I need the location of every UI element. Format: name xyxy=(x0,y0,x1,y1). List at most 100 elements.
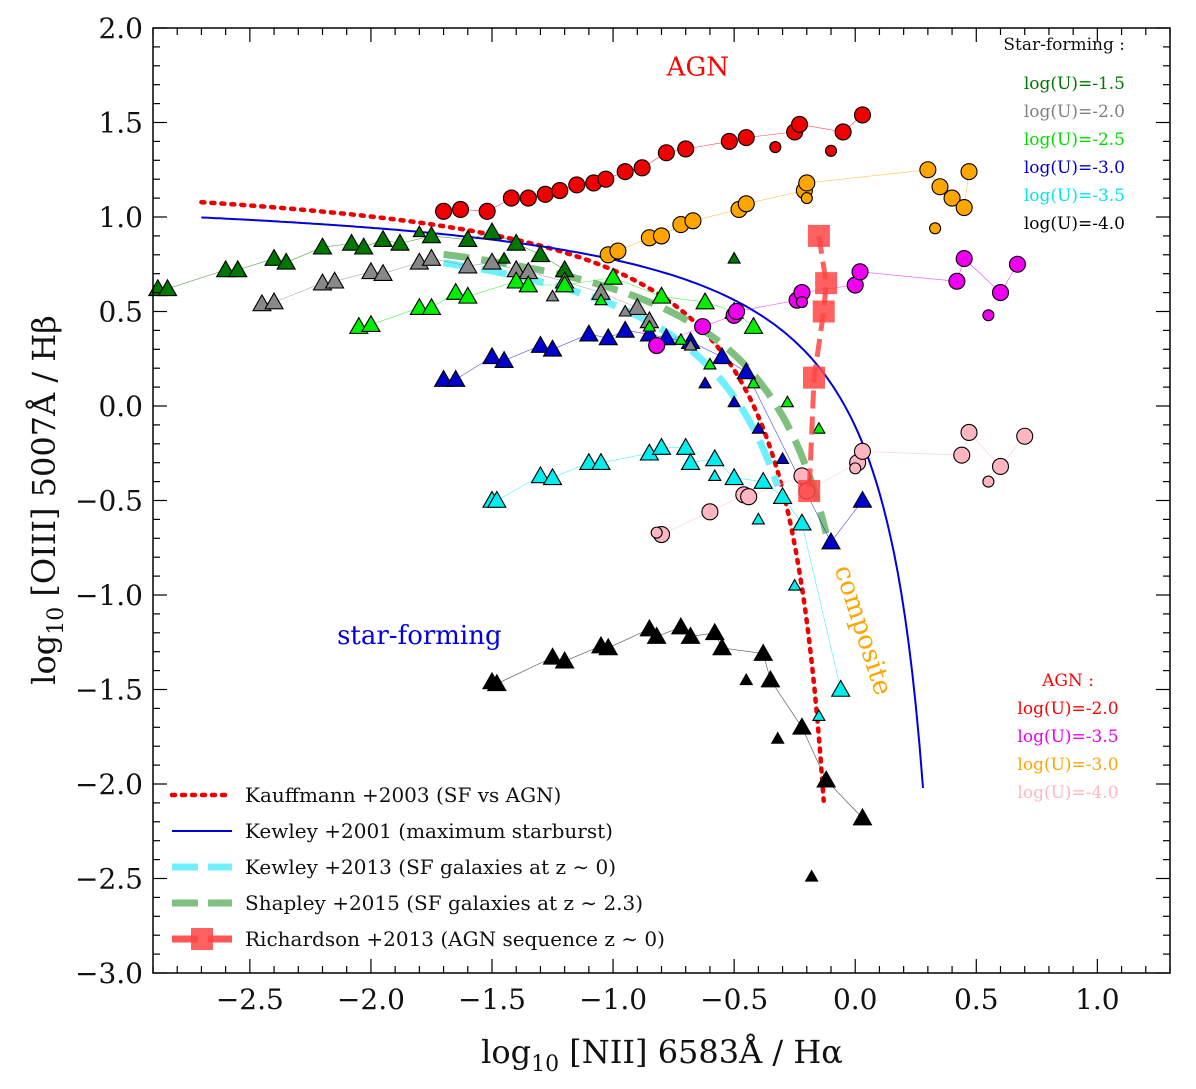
agn-point xyxy=(616,163,634,181)
sf-point xyxy=(698,376,713,389)
agn-point xyxy=(502,189,520,207)
richardson-sequence xyxy=(798,224,838,503)
agn-point xyxy=(1016,427,1034,445)
richardson-point xyxy=(807,224,830,247)
sf-point xyxy=(157,278,178,297)
agn-point xyxy=(650,526,663,539)
sf-point xyxy=(675,437,696,455)
sf-point xyxy=(373,263,393,282)
sf-point xyxy=(433,369,454,387)
sf-point xyxy=(530,244,551,263)
legend-swatch-square xyxy=(191,928,213,950)
y-tick-label: 2.0 xyxy=(98,12,143,45)
richardson-line xyxy=(806,235,829,492)
x-tick-label: 0.0 xyxy=(833,983,878,1016)
sf-point xyxy=(772,486,793,505)
sf-point xyxy=(324,271,345,289)
agn-point xyxy=(728,302,746,321)
agn-point xyxy=(769,141,782,154)
agn-point xyxy=(955,250,973,268)
agn-legend-title: AGN : xyxy=(1041,671,1094,691)
sf-point xyxy=(227,259,248,278)
legend-label: Richardson +2013 (AGN sequence z ∼ 0) xyxy=(245,927,665,951)
sf-point xyxy=(770,731,785,744)
agn-point xyxy=(435,202,453,220)
sf-point xyxy=(760,669,781,688)
curve-kewley-2001 xyxy=(201,216,924,788)
agn-point xyxy=(568,176,586,194)
sf-point xyxy=(787,578,802,591)
agn-point xyxy=(851,263,869,281)
sf-point xyxy=(554,651,575,669)
sf-point xyxy=(360,314,381,333)
sf-legend-entry: log(U)=-1.5 xyxy=(1024,74,1125,94)
legend-label: Shapley +2015 (SF galaxies at z ∼ 2.3) xyxy=(245,891,643,915)
sf-point xyxy=(421,225,442,244)
y-tick-label: −1.0 xyxy=(75,579,143,612)
sf-point xyxy=(775,451,790,464)
agn-point xyxy=(737,195,755,213)
agn-point xyxy=(652,227,671,245)
sf-point xyxy=(312,237,333,255)
agn-point xyxy=(960,423,978,442)
sf-point xyxy=(578,324,599,342)
agn-point xyxy=(931,178,949,196)
sf-point xyxy=(780,395,795,408)
richardson-point xyxy=(803,366,826,389)
agn-point xyxy=(853,106,872,124)
y-tick-label: −0.5 xyxy=(75,485,143,518)
x-tick-label: −1.5 xyxy=(458,983,526,1016)
sf-point xyxy=(542,339,563,357)
agn-point xyxy=(694,318,712,336)
sf-point xyxy=(816,770,837,788)
sf-point xyxy=(852,490,873,508)
annotation-star-forming: star-forming xyxy=(337,621,502,651)
sf-point xyxy=(811,708,826,722)
agn-point xyxy=(960,163,978,181)
sf-point xyxy=(409,297,430,316)
agn-point xyxy=(991,284,1010,302)
sf-point xyxy=(482,346,502,365)
sf-point xyxy=(751,512,766,525)
sf-point xyxy=(727,395,742,408)
sf-point xyxy=(673,332,688,345)
sf-point xyxy=(695,291,716,310)
curve-kewley-2013 xyxy=(443,259,782,488)
sf-point xyxy=(594,293,608,306)
agn-point xyxy=(955,199,973,217)
legend-label: Kewley +2001 (maximum starburst) xyxy=(245,819,613,843)
sf-point xyxy=(497,251,512,264)
sf-point xyxy=(373,229,393,247)
sf-point xyxy=(578,452,599,471)
agn-legend-entry: log(U)=-3.5 xyxy=(1017,727,1118,747)
sf-point xyxy=(651,286,672,304)
legend-label: Kewley +2013 (SF galaxies at z ∼ 0) xyxy=(245,855,616,879)
y-tick-label: −1.5 xyxy=(75,674,143,707)
sf-point xyxy=(627,297,648,316)
agn-point xyxy=(720,132,738,150)
sf-point xyxy=(598,637,619,656)
sf-point xyxy=(506,233,527,251)
reference-curves xyxy=(199,199,924,804)
sf-point xyxy=(482,252,502,270)
y-tick-label: 1.0 xyxy=(98,201,143,234)
sf-point xyxy=(712,637,732,656)
sf-point xyxy=(591,452,611,471)
sf-point xyxy=(545,289,560,302)
agn-legend-entry: log(U)=-3.0 xyxy=(1017,755,1118,775)
agn-point xyxy=(795,295,808,309)
sf-point xyxy=(542,467,563,486)
agn-point xyxy=(633,159,651,177)
sf-point xyxy=(739,672,754,686)
agn-point xyxy=(991,457,1010,476)
sf-point xyxy=(518,274,539,293)
agn-point xyxy=(798,174,816,192)
sf-point xyxy=(724,467,745,486)
sf-point xyxy=(618,304,633,317)
agn-point xyxy=(800,192,813,205)
sf-point xyxy=(421,297,442,316)
sf-point xyxy=(412,225,427,238)
annotation-agn: AGN xyxy=(666,52,729,82)
sf-point xyxy=(736,361,757,380)
agn-point xyxy=(648,336,666,355)
